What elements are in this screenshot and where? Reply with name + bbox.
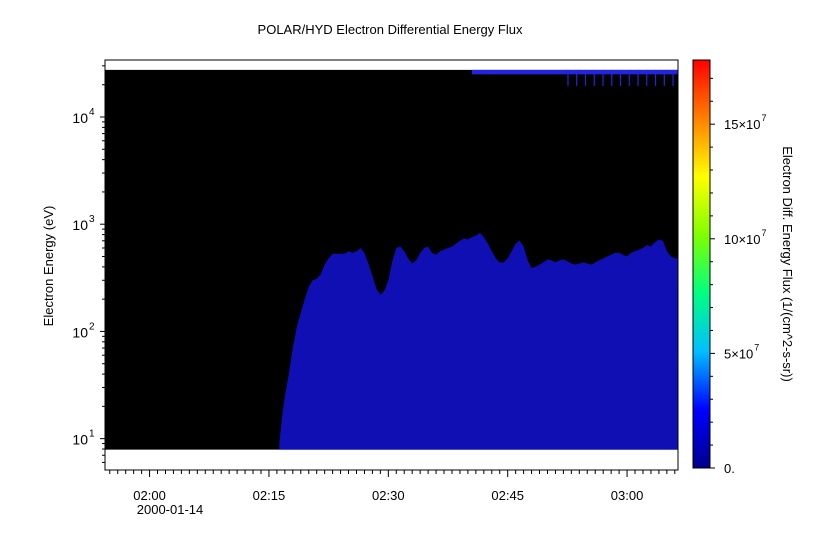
upper-band-streak bbox=[619, 69, 622, 86]
colorbar-tick-exponent: 7 bbox=[754, 342, 759, 352]
x-tick-label: 03:00 bbox=[611, 488, 644, 503]
colorbar: 0.5×10 710×10 715×10 7 bbox=[692, 59, 767, 476]
upper-band-streak bbox=[637, 69, 639, 86]
x-tick-label: 02:30 bbox=[372, 488, 405, 503]
upper-band-streak bbox=[593, 69, 595, 86]
upper-band-streak bbox=[567, 69, 569, 86]
colorbar-label: Electron Diff. Energy Flux (1/(cm^2-s-sr… bbox=[780, 146, 795, 382]
upper-band-streak bbox=[602, 69, 604, 86]
upper-band-streak bbox=[584, 69, 587, 86]
chart-title: POLAR/HYD Electron Differential Energy F… bbox=[258, 22, 523, 37]
upper-band-streak bbox=[646, 69, 648, 86]
colorbar-gradient bbox=[692, 59, 711, 469]
upper-band-streak bbox=[654, 69, 657, 86]
x-tick-label: 02:00 bbox=[133, 488, 166, 503]
y-tick-label: 10 bbox=[72, 110, 88, 126]
upper-band-streak bbox=[663, 69, 665, 86]
upper-band-streak bbox=[611, 69, 613, 86]
colorbar-tick-label: 0. bbox=[724, 461, 735, 476]
x-tick-label: 02:45 bbox=[491, 488, 524, 503]
colorbar-tick-label: 15×10 bbox=[724, 117, 761, 132]
y-tick-label: 10 bbox=[72, 432, 88, 448]
upper-band-streak bbox=[672, 69, 674, 86]
y-tick-label: 10 bbox=[72, 324, 88, 340]
x-tick-label: 02:15 bbox=[253, 488, 286, 503]
upper-band-streak bbox=[628, 69, 630, 86]
y-tick-exponent: 2 bbox=[89, 321, 95, 332]
colorbar-tick-exponent: 7 bbox=[762, 113, 767, 123]
plot-frame bbox=[104, 59, 679, 471]
y-tick-exponent: 4 bbox=[89, 107, 95, 118]
y-tick-label: 10 bbox=[72, 217, 88, 233]
y-tick-exponent: 1 bbox=[89, 429, 95, 440]
upper-band-streak bbox=[576, 69, 578, 86]
upper-flux-band bbox=[471, 69, 678, 75]
y-tick-exponent: 3 bbox=[89, 214, 95, 225]
x-date-label: 2000-01-14 bbox=[137, 502, 204, 517]
colorbar-tick-label: 5×10 bbox=[724, 346, 753, 361]
y-axis-label: Electron Energy (eV) bbox=[41, 206, 56, 327]
colorbar-tick-label: 10×10 bbox=[724, 232, 761, 247]
colorbar-tick-exponent: 7 bbox=[762, 228, 767, 238]
flux-region bbox=[279, 232, 678, 450]
